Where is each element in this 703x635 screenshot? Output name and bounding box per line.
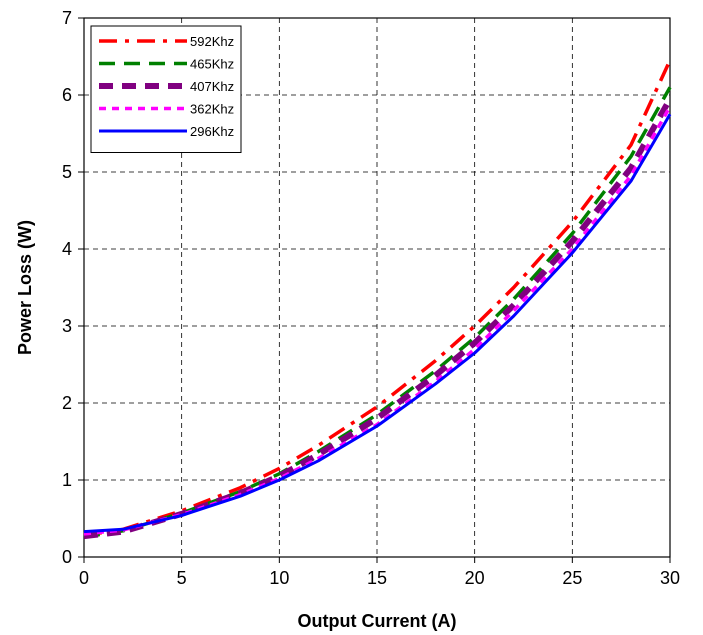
x-tick-label: 30 [660,568,680,588]
x-tick-label: 0 [79,568,89,588]
axis-ticks: 0 5 10 15 20 25 30 0 1 2 3 4 5 6 7 [62,8,680,588]
x-tick-label: 20 [465,568,485,588]
y-tick-label: 6 [62,85,72,105]
y-tick-label: 7 [62,8,72,28]
x-tick-label: 5 [177,568,187,588]
legend-label: 296Khz [190,124,234,139]
legend-label: 362Khz [190,102,234,117]
y-tick-label: 3 [62,316,72,336]
legend-label: 465Khz [190,57,234,72]
y-tick-label: 1 [62,470,72,490]
legend-label: 592Khz [190,34,234,49]
y-tick-label: 4 [62,239,72,259]
legend-label: 407Khz [190,79,234,94]
x-axis-title: Output Current (A) [298,611,457,631]
x-tick-label: 15 [367,568,387,588]
y-tick-label: 0 [62,547,72,567]
x-tick-label: 25 [562,568,582,588]
y-tick-label: 2 [62,393,72,413]
y-axis-title: Power Loss (W) [15,220,35,355]
legend: 592Khz 465Khz 407Khz 362Khz 296Khz [90,25,242,153]
series-line-296Khz [83,113,672,534]
x-tick-label: 10 [269,568,289,588]
series-layer [83,59,673,540]
y-tick-label: 5 [62,162,72,182]
